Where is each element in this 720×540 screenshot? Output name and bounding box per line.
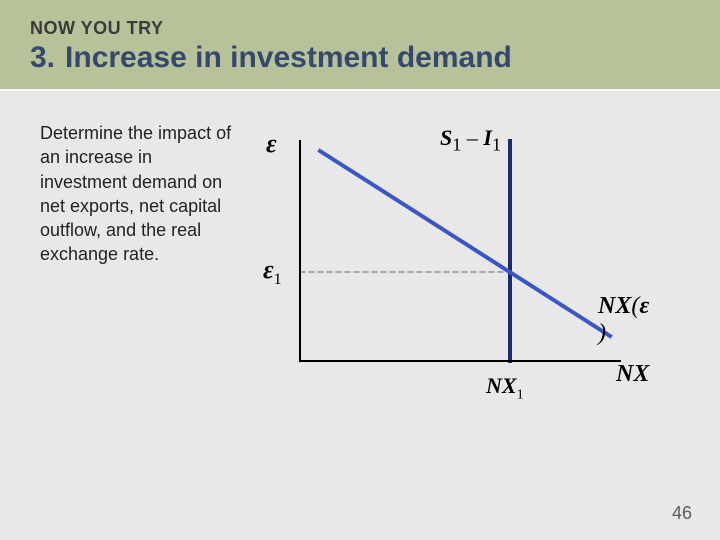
nx1-sub: 1 <box>517 387 524 402</box>
nx1-text: NX <box>486 373 517 398</box>
nx-curve-label: NX(ε ) <box>598 293 660 347</box>
eyebrow: NOW YOU TRY <box>30 18 690 39</box>
paren-close: ) <box>598 320 606 346</box>
prompt-text: Determine the impact of an increase in i… <box>40 121 240 421</box>
nx1-label: NX1 <box>486 373 524 403</box>
chart-svg <box>260 121 660 421</box>
page-number: 46 <box>672 503 692 524</box>
chart: ε S1 – I1 ε1 NX(ε ) NX1 NX <box>260 121 660 421</box>
title-number: 3. <box>30 41 55 74</box>
S-symbol: S <box>440 125 452 150</box>
eps1-eps: ε <box>263 255 274 284</box>
minus: – <box>461 125 483 150</box>
x-axis-label: NX <box>616 361 649 388</box>
content-area: Determine the impact of an increase in i… <box>0 91 720 421</box>
nx-text: NX <box>598 293 631 319</box>
title-text: Increase in investment demand <box>65 41 512 74</box>
nx-eps: ε <box>639 293 649 319</box>
y-axis-label: ε <box>266 129 277 159</box>
eps1-sub: 1 <box>274 271 282 288</box>
slide-title: 3. Increase in investment demand <box>30 41 690 75</box>
slide-header: NOW YOU TRY 3. Increase in investment dem… <box>0 0 720 91</box>
I-symbol: I <box>483 125 492 150</box>
eps1-label: ε1 <box>263 255 282 289</box>
vertical-line-label: S1 – I1 <box>440 125 501 155</box>
I-sub: 1 <box>492 134 501 154</box>
